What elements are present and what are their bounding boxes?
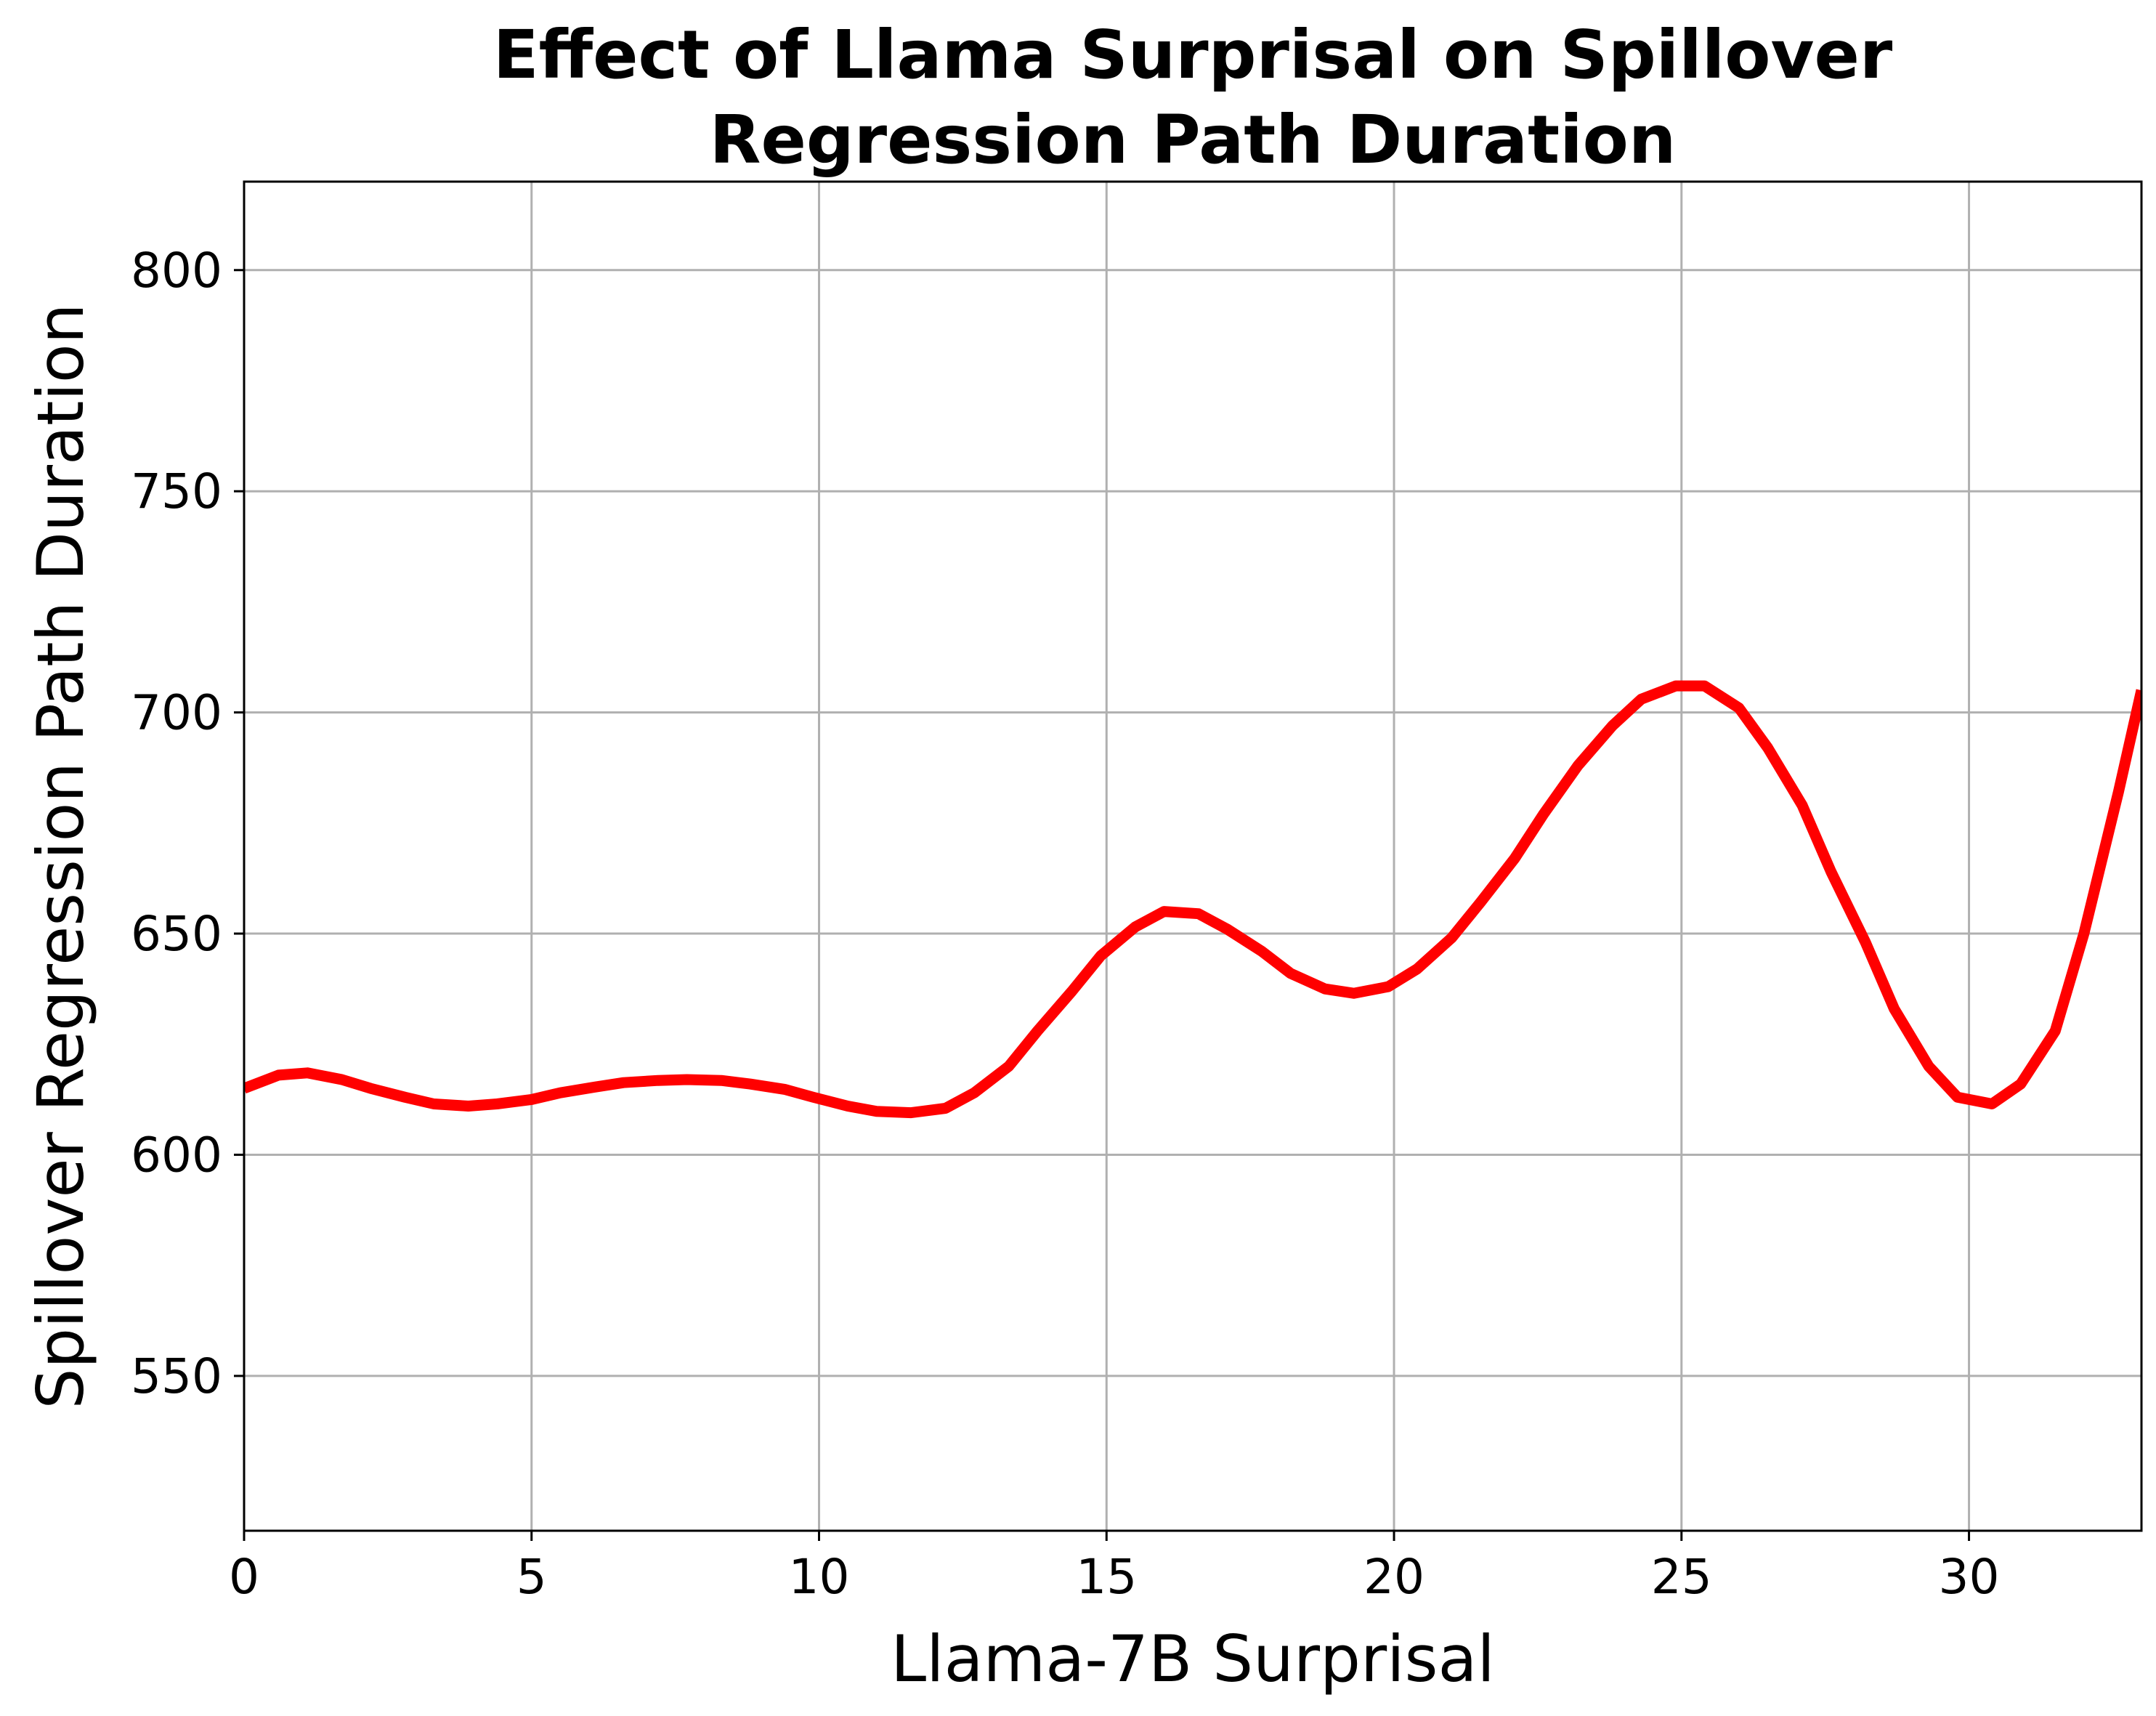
x-tick-label: 20 [1363,1549,1424,1605]
y-axis-label: Spillover Regression Path Duration [23,303,98,1409]
axis-ticks: 0 5 10 15 20 25 30 550 600 650 700 750 800 [131,243,2000,1605]
x-tick-label: 25 [1651,1549,1712,1605]
chart-title-line: Regression Path Duration [710,101,1677,179]
x-axis-label: Llama-7B Surprisal [891,1622,1495,1696]
chart-title: Effect of Llama Surprisal on SpilloverRe… [493,16,1893,179]
y-tick-label: 800 [131,243,222,299]
y-tick-label: 700 [131,685,222,741]
chart-title-line: Effect of Llama Surprisal on Spillover [493,16,1893,94]
y-tick-label: 550 [131,1348,222,1404]
plot-frame [243,180,2143,1532]
y-tick-label: 650 [131,906,222,962]
series-line-group [244,680,2141,1119]
x-tick-label: 15 [1076,1549,1137,1605]
grid-lines [243,182,2141,1531]
x-tick-label: 30 [1939,1549,2000,1605]
x-tick-label: 10 [789,1549,850,1605]
series-line [244,680,2141,1119]
y-tick-label: 600 [131,1127,222,1183]
x-tick-label: 0 [229,1549,259,1605]
x-tick-label: 5 [516,1549,547,1605]
y-tick-label: 750 [131,464,222,519]
